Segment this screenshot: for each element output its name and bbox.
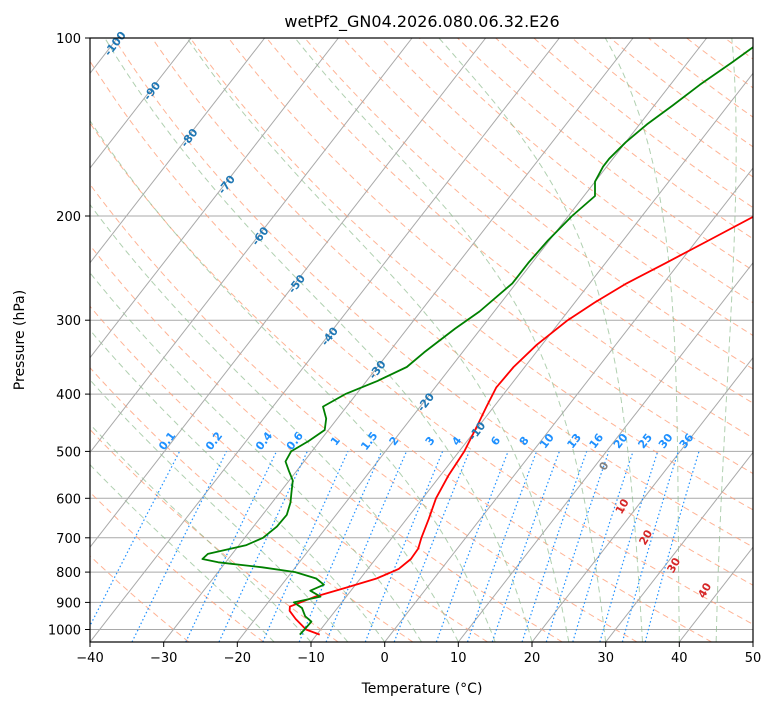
x-tick-label: 30 [597,651,614,666]
mixing-ratio-line [572,451,634,642]
isotherm-line [605,451,753,642]
isotherm-line [90,38,413,454]
x-tick-label: 0 [381,651,389,666]
x-tick-label: −30 [150,651,177,666]
x-tick-label: 50 [745,651,762,666]
dry-adiabat-line [90,366,414,642]
moist-adiabat-line [90,119,496,642]
isotherm-line [163,38,634,642]
dry-adiabat-line [457,38,753,271]
mixing-ratio-line [491,451,560,642]
moist-adiabat-line [715,38,737,642]
mixing-ratio-line [545,451,610,642]
x-axis-title: Temperature (°C) [361,681,483,697]
dry-adiabat-line [90,183,638,642]
moist-adiabat-line [90,329,386,642]
x-tick-label: −40 [76,651,103,666]
y-tick-label: 400 [56,388,81,403]
mixing-ratio-line [218,451,308,642]
dry-adiabat-line [418,38,753,304]
isotherm-line [90,38,339,359]
dry-adiabat-line [609,38,753,148]
mixing-ratio-line [325,451,408,642]
moist-adiabat-line [294,38,607,642]
y-tick-label: 100 [56,32,81,47]
moist-adiabat-line [438,38,643,642]
x-tick-label: 10 [450,651,467,666]
dewpoint-profile [201,46,753,636]
y-tick-label: 200 [56,210,81,225]
moist-adiabat-line [104,38,533,642]
plot-frame [89,37,754,643]
y-tick-label: 600 [56,492,81,507]
y-tick-label: 500 [56,445,81,460]
y-tick-label: 700 [56,532,81,547]
mixing-ratio-line [298,451,383,642]
y-tick-label: 1000 [48,624,81,639]
moist-adiabat-line [604,38,680,642]
isotherm-line [90,38,192,169]
isotherm-line [90,38,560,642]
mixing-ratio-line [621,451,679,642]
dry-adiabat-line [113,38,753,586]
moist-adiabat-line [90,464,275,642]
temperature-profile [288,215,753,636]
dry-adiabat-line [189,38,753,511]
chart-title: wetPf2_GN04.2026.080.06.32.E26 [284,12,559,32]
dry-adiabat-line [90,60,753,625]
y-tick-label: 900 [56,596,81,611]
moist-adiabat-line [90,423,312,642]
x-tick-label: 40 [671,651,688,666]
mixing-ratio-line [466,451,538,642]
mixing-ratio-line [262,451,349,642]
isotherm-line [236,38,708,642]
mixing-ratio-line [644,451,700,642]
dry-adiabat-line [342,38,753,370]
x-tick-label: −20 [224,651,251,666]
y-axis-title: Pressure (hPa) [12,290,28,390]
isotherm-line [384,167,753,642]
moist-adiabat-line [90,203,459,642]
isotherm-line [90,38,266,264]
y-tick-label: 800 [56,566,81,581]
y-tick-label: 300 [56,314,81,329]
dry-adiabat-line [266,38,753,439]
isotherm-line [310,72,753,642]
moist-adiabat-line [186,38,570,642]
mixing-ratio-line [599,451,659,642]
isotherm-line [457,261,753,642]
x-tick-label: −10 [297,651,324,666]
dry-adiabat-line [90,244,563,642]
mixing-ratio-line [521,451,588,642]
dry-adiabat-line [304,38,753,404]
isotherm-line [531,356,753,642]
x-tick-label: 20 [524,651,541,666]
dry-adiabat-line [380,38,753,337]
isotherm-line [90,38,487,548]
mixing-ratio-line [131,451,228,642]
mixing-ratio-line [185,451,278,642]
moist-adiabat-line [90,272,422,642]
